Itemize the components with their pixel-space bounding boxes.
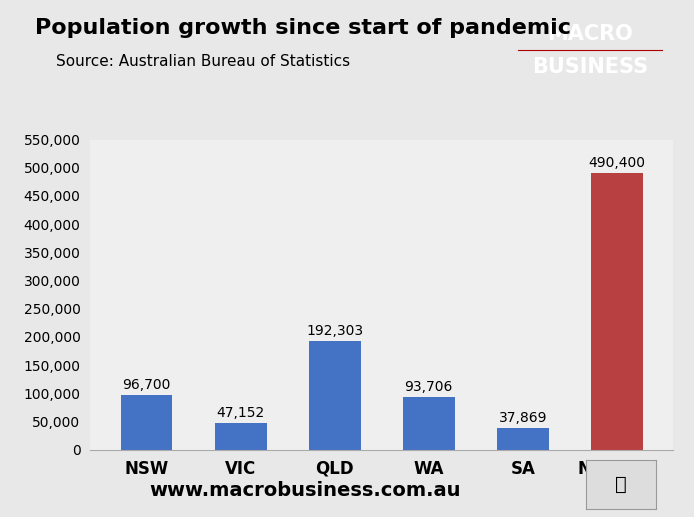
Text: 490,400: 490,400 [589, 156, 645, 170]
Text: 96,700: 96,700 [122, 378, 171, 392]
Text: 47,152: 47,152 [217, 406, 265, 420]
Text: 93,706: 93,706 [405, 379, 453, 393]
Bar [403, 397, 455, 450]
Bar [215, 423, 266, 450]
Bar [309, 341, 361, 450]
Text: 🐺: 🐺 [616, 475, 627, 494]
Bar [497, 429, 548, 450]
Bar [121, 396, 173, 450]
Text: BUSINESS: BUSINESS [532, 57, 648, 77]
Text: 37,869: 37,869 [498, 411, 547, 425]
Text: Population growth since start of pandemic: Population growth since start of pandemi… [35, 18, 570, 38]
Text: Source: Australian Bureau of Statistics: Source: Australian Bureau of Statistics [56, 54, 350, 69]
Text: MACRO: MACRO [547, 24, 633, 43]
Bar [591, 173, 643, 450]
Text: 192,303: 192,303 [306, 324, 363, 338]
Text: www.macrobusiness.com.au: www.macrobusiness.com.au [150, 481, 461, 500]
